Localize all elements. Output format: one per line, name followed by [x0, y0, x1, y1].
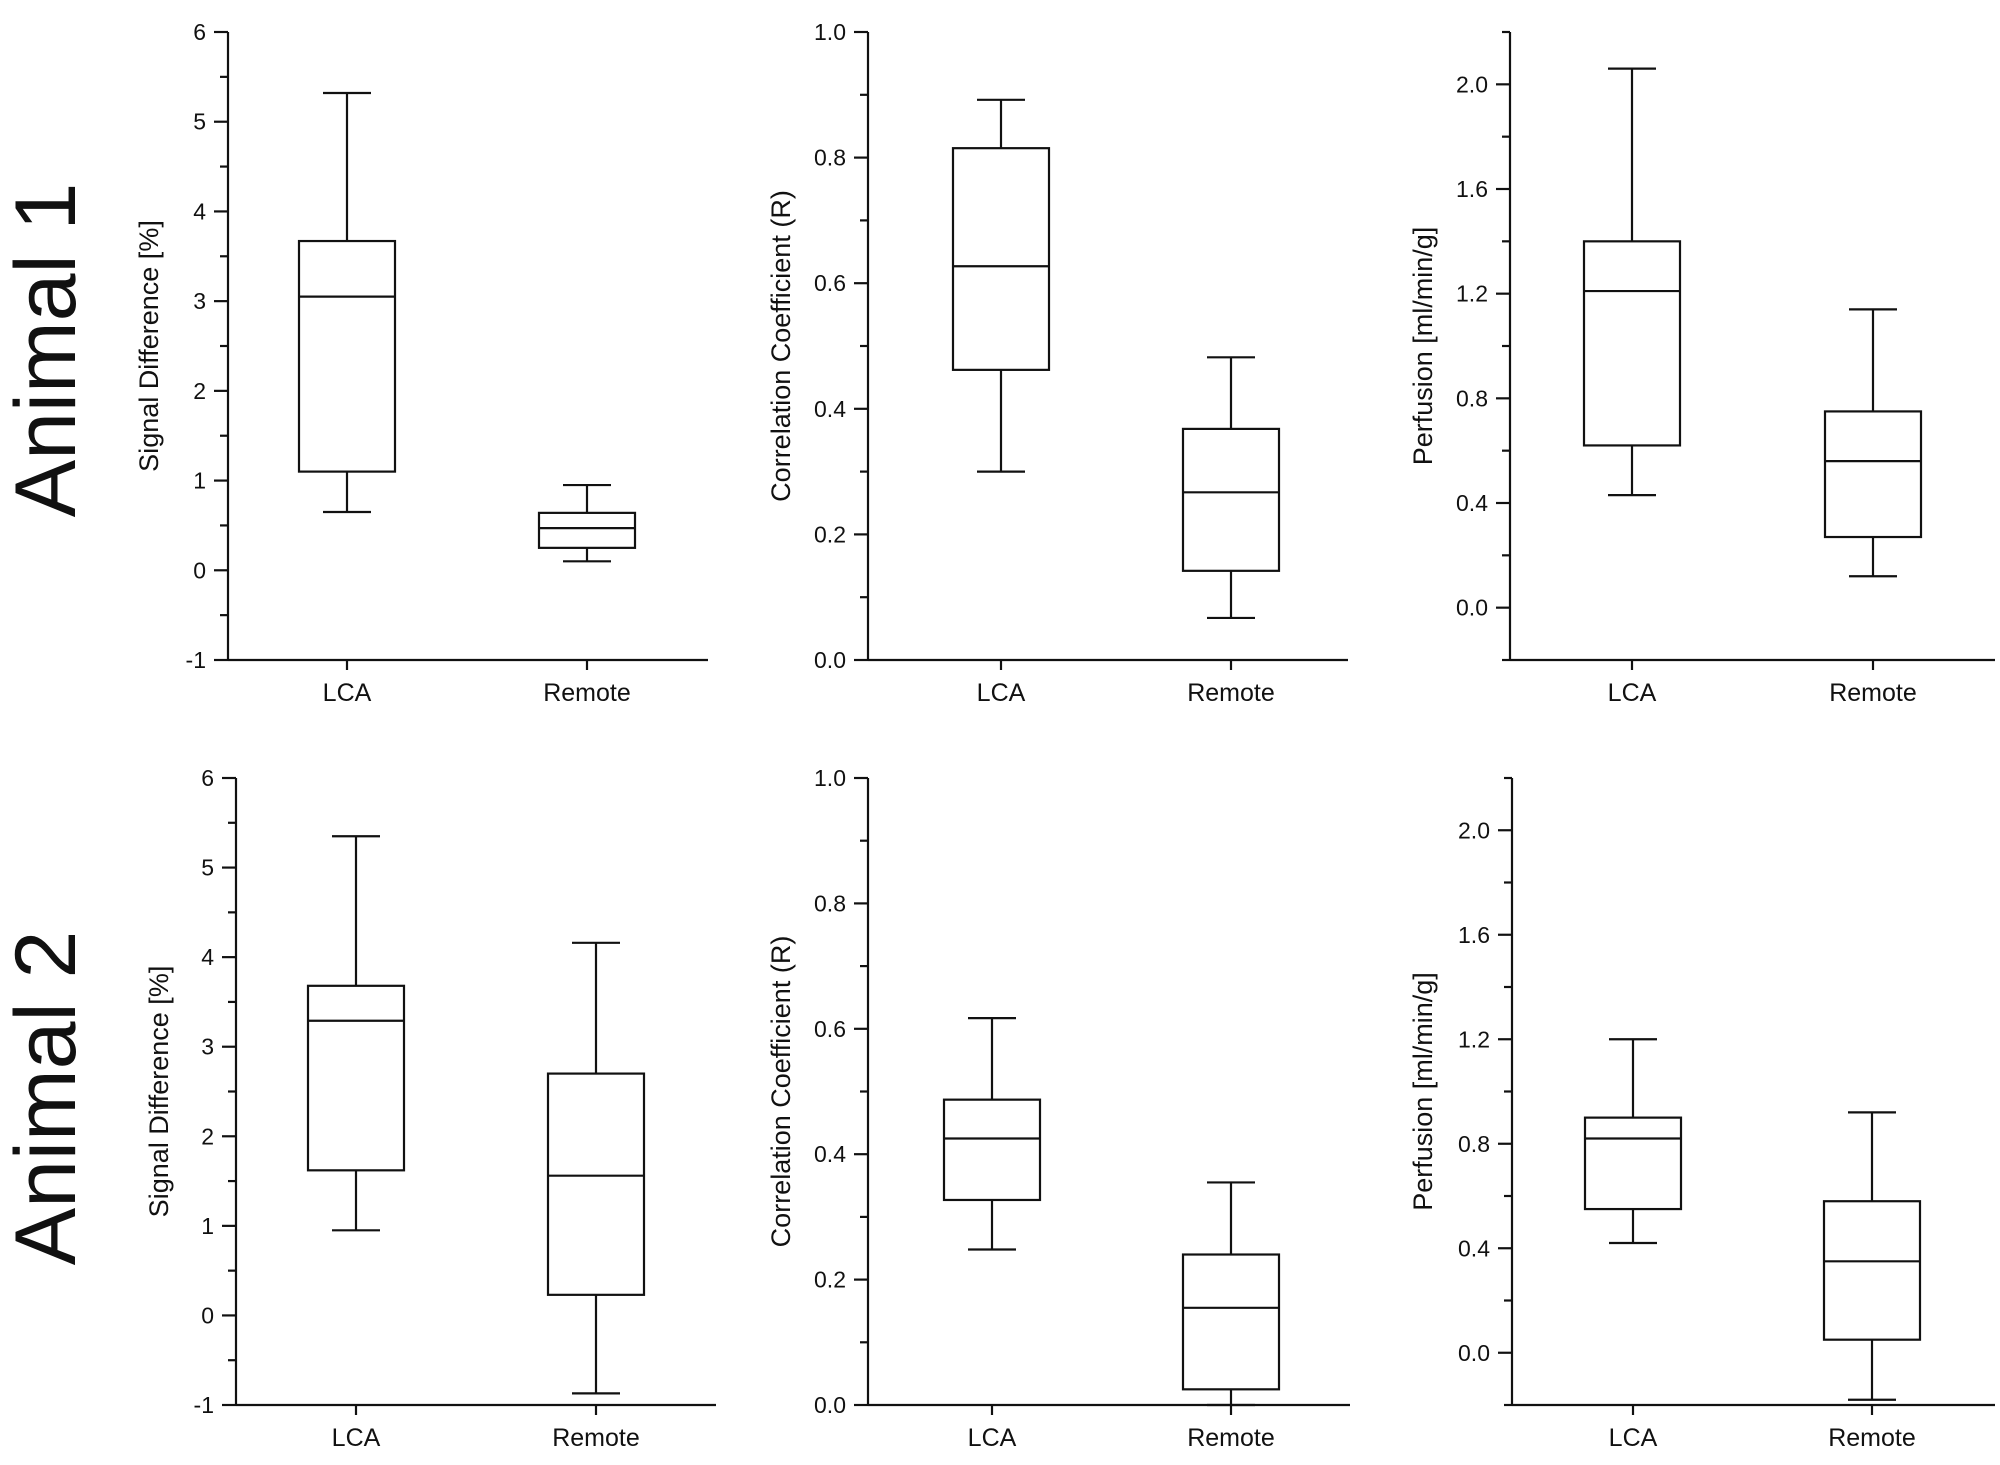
box-remote — [1822, 1111, 1922, 1401]
y-tick-label: 0.4 — [814, 1141, 846, 1167]
x-tick-label-remote: Remote — [1187, 1424, 1275, 1452]
y-tick-label: 5 — [201, 855, 214, 881]
x-tick-label-remote: Remote — [1828, 1424, 1916, 1452]
y-axis-label: Signal Difference [%] — [144, 966, 174, 1218]
box-remote — [1181, 356, 1281, 620]
y-tick-label: 4 — [193, 198, 206, 224]
chart-panel-2: 0.0 0.2 0.4 0.6 0.8 1.0 Correlation Coefficien… — [766, 19, 1348, 707]
y-tick-label: 0.2 — [814, 1267, 846, 1293]
y-tick-label: 0.8 — [1458, 1131, 1490, 1157]
box-lca — [951, 98, 1051, 473]
y-tick-label: 2 — [201, 1123, 214, 1149]
box-iqr — [1582, 240, 1682, 447]
y-tick-label: 1.6 — [1456, 176, 1488, 202]
y-axis-label: Correlation Coefficient (R) — [766, 936, 796, 1248]
x-tick-label-remote: Remote — [552, 1424, 640, 1452]
y-tick-label: 0.4 — [1456, 490, 1488, 516]
y-tick-label: 5 — [193, 109, 206, 135]
box-iqr — [951, 147, 1051, 371]
y-tick-label: 3 — [201, 1034, 214, 1060]
y-tick-label: 1 — [201, 1213, 214, 1239]
y-tick-label: 0.2 — [814, 521, 846, 547]
chart-panel-1: -1 0 1 2 3 4 5 6 Signal Difference [%] LCA Remote — [134, 19, 708, 707]
box-remote — [1823, 308, 1923, 578]
y-tick-label: 2.0 — [1456, 71, 1488, 97]
y-tick-label: 1.2 — [1458, 1026, 1490, 1052]
row-label-animal-2: Animal 2 — [0, 931, 94, 1266]
box-lca — [306, 835, 406, 1232]
y-tick-label: 6 — [201, 765, 214, 791]
y-axis-label: Perfusion [ml/min/g] — [1408, 972, 1438, 1211]
chart-panel-6: 0.0 0.4 0.8 1.2 1.6 2.0 Perfusion [ml/min/g] LC… — [1408, 776, 1995, 1452]
y-tick-label: 0.4 — [1458, 1235, 1490, 1261]
y-tick-label: 4 — [201, 944, 214, 970]
chart-panel-4: -1 0 1 2 3 4 5 6 Signal Difference [%] LCA Remote — [144, 765, 716, 1452]
box-lca — [942, 1017, 1042, 1251]
chart-panel-3: 0.0 0.4 0.8 1.2 1.6 2.0 Perfusion [ml/min/g] LC… — [1408, 30, 1995, 707]
box-iqr — [306, 984, 406, 1172]
x-tick-label-lca: LCA — [1608, 679, 1657, 707]
box-remote — [537, 483, 637, 563]
box-iqr — [297, 239, 397, 473]
x-tick-label-remote: Remote — [543, 679, 631, 707]
y-tick-label: 0.8 — [814, 890, 846, 916]
y-tick-label: 0.8 — [814, 145, 846, 171]
box-iqr — [942, 1098, 1042, 1202]
x-tick-label-lca: LCA — [323, 679, 372, 707]
y-tick-label: -1 — [186, 647, 206, 673]
box-lca — [1582, 67, 1682, 497]
y-tick-label: 1.2 — [1456, 281, 1488, 307]
y-tick-label: 0 — [201, 1302, 214, 1328]
x-tick-label-lca: LCA — [968, 1424, 1017, 1452]
x-tick-label-remote: Remote — [1187, 679, 1275, 707]
y-tick-label: 0.0 — [1456, 595, 1488, 621]
box-iqr — [1181, 1253, 1281, 1391]
chart-panel-5: 0.0 0.2 0.4 0.6 0.8 1.0 Correlation Coefficien… — [766, 765, 1350, 1452]
row-label-animal-1: Animal 1 — [0, 183, 94, 518]
y-tick-label: 0 — [193, 557, 206, 583]
x-tick-label-lca: LCA — [1609, 1424, 1658, 1452]
y-axis-label: Signal Difference [%] — [134, 220, 164, 472]
y-tick-label: 1 — [193, 468, 206, 494]
y-tick-label: 2.0 — [1458, 817, 1490, 843]
y-tick-label: 2 — [193, 378, 206, 404]
y-tick-label: 0.6 — [814, 270, 846, 296]
x-tick-label-lca: LCA — [332, 1424, 381, 1452]
x-tick-label-lca: LCA — [977, 679, 1026, 707]
y-tick-label: 1.0 — [814, 19, 846, 45]
box-remote — [1181, 1181, 1281, 1407]
box-iqr — [537, 511, 637, 549]
y-tick-label: 0.8 — [1456, 385, 1488, 411]
y-tick-label: 0.0 — [1458, 1340, 1490, 1366]
y-tick-label: 3 — [193, 288, 206, 314]
y-tick-label: 0.0 — [814, 647, 846, 673]
box-iqr — [1181, 427, 1281, 572]
y-tick-label: 1.0 — [814, 765, 846, 791]
box-iqr — [1583, 1116, 1683, 1211]
y-tick-label: 0.0 — [814, 1392, 846, 1418]
y-axis-label: Perfusion [ml/min/g] — [1408, 227, 1438, 466]
box-iqr — [546, 1072, 646, 1296]
box-remote — [546, 941, 646, 1395]
box-lca — [1583, 1038, 1683, 1245]
y-axis-label: Correlation Coefficient (R) — [766, 190, 796, 502]
y-tick-label: 0.4 — [814, 396, 846, 422]
y-tick-label: -1 — [194, 1392, 214, 1418]
y-tick-label: 6 — [193, 19, 206, 45]
box-iqr — [1822, 1200, 1922, 1341]
box-lca — [297, 91, 397, 514]
y-tick-label: 1.6 — [1458, 922, 1490, 948]
box-iqr — [1823, 410, 1923, 539]
x-tick-label-remote: Remote — [1829, 679, 1917, 707]
y-tick-label: 0.6 — [814, 1016, 846, 1042]
